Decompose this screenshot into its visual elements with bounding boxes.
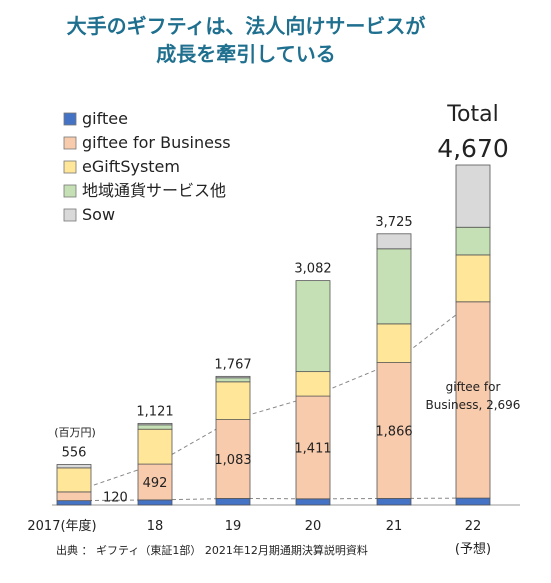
legend-swatch-2 [63, 160, 77, 174]
bar-segment-0-1 [56, 491, 92, 502]
total-word: Total [446, 102, 498, 127]
legend-label-0: giftee [82, 109, 128, 128]
bar-segment-1-0 [137, 499, 173, 506]
x-tick-label-1: 18 [147, 519, 164, 534]
business-label-3: 1,411 [294, 441, 331, 456]
x-tick-sublabel-5: (予想) [455, 541, 491, 557]
bar-segment-2-0 [215, 498, 251, 506]
business-label-5-line1: giftee for [446, 380, 501, 394]
bar-segment-2-1 [215, 419, 251, 499]
bar-segment-3-3 [295, 280, 331, 373]
bar-segment-5-1 [455, 301, 491, 499]
legend-swatch-4 [63, 208, 77, 222]
x-tick-label-2: 19 [225, 519, 242, 534]
legend-label-2: eGiftSystem [82, 157, 180, 176]
business-trend-line [73, 301, 474, 493]
total-label-5: 4,670 [437, 134, 509, 163]
business-label-5-line2: Business, 2,696 [426, 398, 521, 412]
legend-swatch-1 [63, 136, 77, 150]
bar-segment-4-1 [376, 362, 412, 499]
legend-label-4: Sow [82, 205, 115, 224]
total-label-2: 1,767 [214, 357, 251, 372]
business-label-2: 1,083 [214, 453, 251, 468]
bar-segment-5-3 [455, 226, 491, 256]
legend-swatch-0 [63, 112, 77, 126]
legend-label-1: giftee for Business [82, 133, 231, 152]
business-label-1: 492 [143, 476, 168, 491]
bar-segment-4-2 [376, 323, 412, 363]
plot-area: 556 120 1,121 492 1,767 1,083 3,082 1,411 3,725 1… [52, 134, 520, 506]
business-label-4: 1,866 [375, 425, 412, 440]
legend-label-3: 地域通貨サービス他 [82, 181, 226, 200]
bar-segment-4-3 [376, 248, 412, 325]
unit-label: (百万円) [54, 426, 96, 439]
bar-segment-5-2 [455, 254, 491, 303]
bar-segment-1-2 [137, 428, 173, 465]
bar-segment-4-0 [376, 498, 412, 506]
bar-segment-3-2 [295, 371, 331, 397]
chart-title-line2: 成長を牽引している [156, 42, 335, 66]
total-label-1: 1,121 [136, 404, 173, 419]
total-label-0: 556 [62, 446, 87, 461]
x-tick-label-0: 2017(年度) [27, 518, 96, 534]
x-axis: 2017(年度) 18 19 20 21 22 (予想) [27, 518, 491, 557]
x-tick-label-4: 21 [386, 519, 403, 534]
bar-segment-0-4 [56, 464, 92, 469]
total-label-4: 3,725 [375, 215, 412, 230]
bar-segment-0-0 [56, 500, 92, 506]
bar-segment-0-2 [56, 467, 92, 493]
bar-segment-5-4 [455, 164, 491, 228]
bar-segment-1-3 [137, 424, 173, 430]
x-tick-label-5: 22 [465, 519, 482, 534]
bar-segment-2-4 [215, 375, 251, 379]
bar-segment-5-0 [455, 497, 491, 506]
business-label-0: 120 [103, 491, 128, 506]
source-note: 出典 ： ギフティ（東証1部） 2021年12月期通期決算説明資料 [56, 543, 368, 557]
bar-segment-1-4 [137, 422, 173, 426]
bar-segment-2-3 [215, 377, 251, 383]
giftee-trend-line [73, 497, 474, 502]
x-tick-label-3: 20 [305, 519, 322, 534]
total-label-3: 3,082 [294, 262, 331, 277]
bar-segment-3-0 [295, 498, 331, 506]
legend-swatch-3 [63, 184, 77, 198]
bar-segment-3-1 [295, 395, 331, 500]
legend: giftee giftee for Business eGiftSystem 地域通貨… [63, 109, 231, 224]
chart-title-line1: 大手のギフティは、法人向けサービスが [67, 14, 426, 38]
bar-segment-2-2 [215, 381, 251, 420]
bar-segment-4-4 [376, 233, 412, 250]
